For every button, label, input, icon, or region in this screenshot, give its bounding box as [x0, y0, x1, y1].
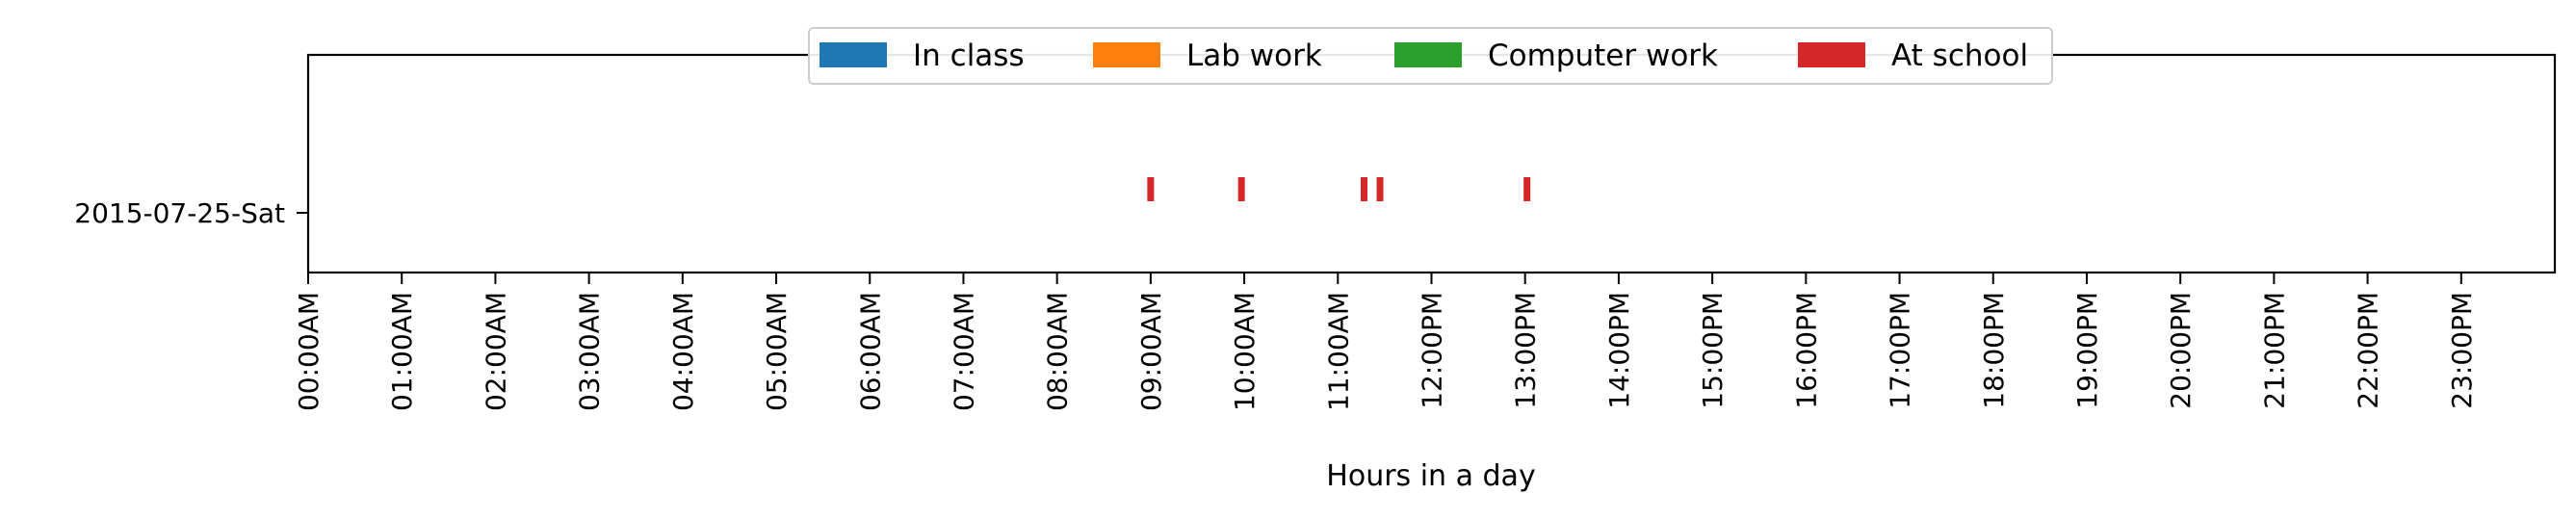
x-tick-label: 08:00AM [1042, 292, 1074, 411]
legend: In class Lab work Computer work At school [808, 27, 2053, 85]
x-tick-label: 21:00PM [2258, 292, 2290, 409]
x-tick-label: 00:00AM [293, 292, 325, 411]
x-tick-label: 18:00PM [1978, 292, 2010, 409]
legend-swatch [1798, 42, 1865, 67]
y-ticks: 2015-07-25-Sat [74, 197, 308, 229]
event-mark [1361, 177, 1368, 201]
event-marks [1147, 177, 1531, 201]
x-tick-label: 05:00AM [761, 292, 793, 411]
x-tick-label: 22:00PM [2353, 292, 2384, 409]
legend-label: Computer work [1488, 39, 1718, 73]
x-tick-label: 12:00PM [1417, 292, 1448, 409]
x-tick-label: 16:00PM [1790, 292, 1822, 409]
x-axis-label: Hours in a day [1326, 459, 1535, 493]
legend-swatch [1093, 42, 1160, 67]
x-tick-label: 09:00AM [1135, 292, 1167, 411]
event-mark [1237, 177, 1245, 201]
x-tick-label: 04:00AM [667, 292, 699, 411]
x-ticks: 00:00AM 01:00AM 02:00AM 03:00AM 04:00AM 05:00… [293, 273, 2478, 411]
y-tick-label: 2015-07-25-Sat [74, 197, 285, 229]
x-tick-label: 15:00PM [1697, 292, 1729, 409]
x-tick-label: 03:00AM [574, 292, 606, 411]
x-tick-label: 14:00PM [1603, 292, 1635, 409]
x-tick-label: 06:00AM [854, 292, 886, 411]
plot-frame [306, 53, 2557, 274]
x-tick-label: 10:00AM [1229, 292, 1261, 411]
legend-swatch [1394, 42, 1462, 67]
x-tick-label: 23:00PM [2446, 292, 2478, 409]
x-tick-label: 20:00PM [2165, 292, 2197, 409]
x-tick-label: 07:00AM [948, 292, 979, 411]
x-tick-label: 11:00AM [1322, 292, 1354, 411]
x-tick-label: 13:00PM [1510, 292, 1542, 409]
legend-label: Lab work [1186, 39, 1322, 73]
legend-label: In class [913, 39, 1025, 73]
legend-swatch [820, 42, 887, 67]
x-tick-label: 02:00AM [480, 292, 511, 411]
event-mark [1147, 177, 1155, 201]
event-mark [1523, 177, 1531, 201]
x-tick-label: 19:00PM [2071, 292, 2103, 409]
x-tick-label: 17:00PM [1885, 292, 1916, 409]
x-tick-label: 01:00AM [386, 292, 418, 411]
event-mark [1376, 177, 1384, 201]
legend-label: At school [1891, 39, 2028, 73]
